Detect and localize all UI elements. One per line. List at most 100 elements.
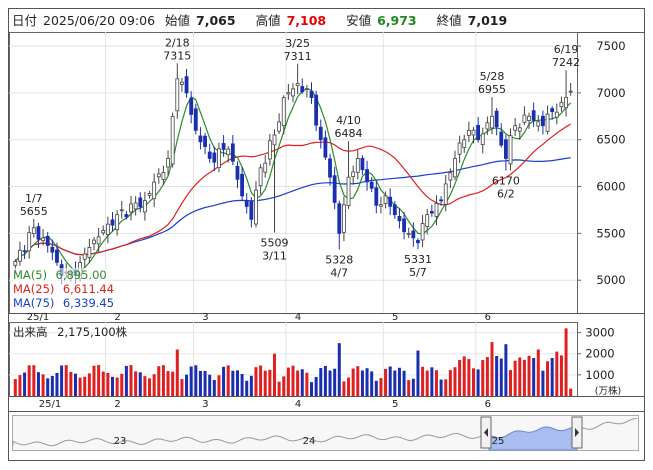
volume-bar [476, 369, 480, 396]
volume-bar [249, 375, 253, 396]
annotation-value: 6955 [478, 83, 506, 96]
candle-body [92, 239, 96, 245]
candle-body [379, 204, 383, 207]
volume-legend-label: 出来高 [13, 325, 48, 339]
volume-bar [231, 370, 235, 396]
volume-bar [185, 374, 189, 396]
candle-body [355, 158, 360, 173]
volume-bar [314, 376, 318, 396]
x-axis-label: 25/1 [27, 312, 49, 323]
candle-body [392, 204, 397, 216]
volume-bar [41, 374, 45, 396]
volume-bar [337, 343, 341, 396]
volume-bar [101, 371, 105, 396]
annotation-date: 3/25 [285, 37, 310, 50]
candle-body [115, 214, 120, 231]
volume-bar [430, 367, 434, 396]
navigator-year-label: 25 [492, 436, 505, 447]
candle-body [499, 131, 504, 146]
x-axis-label: 5 [392, 312, 398, 323]
candle-body [18, 249, 22, 262]
date-label: 日付 [12, 13, 38, 28]
volume-bar [286, 367, 290, 396]
volume-bar [97, 365, 101, 396]
volume-bar [18, 375, 22, 396]
candle-body [286, 92, 291, 95]
candle-body [161, 172, 166, 180]
candle-body [254, 189, 258, 225]
volume-bar [198, 370, 202, 396]
volume-bar [536, 349, 540, 396]
volume-bar [342, 381, 346, 396]
candle-body [272, 134, 277, 146]
volume-bar [411, 378, 415, 396]
volume-bar [333, 368, 337, 396]
candle-body [429, 211, 434, 214]
volume-bar [370, 371, 374, 396]
open-label: 始値 [165, 13, 191, 28]
volume-bar [559, 355, 563, 396]
annotation-date: 6/19 [554, 43, 579, 56]
candle-body [217, 148, 221, 169]
volume-bar [434, 370, 438, 396]
volume-bar [305, 372, 309, 396]
candle-body [369, 181, 374, 189]
volume-bar [532, 358, 536, 396]
candle-body [166, 158, 170, 168]
x-axis-label: 2 [114, 312, 120, 323]
volume-bar [416, 350, 420, 396]
candle-body [175, 78, 180, 112]
x-axis-label-volume: 3 [202, 399, 208, 410]
candle-body [304, 88, 309, 90]
candle-body [221, 143, 226, 150]
volume-bar [379, 378, 383, 396]
datetime-value: 2025/06/20 09:06 [43, 13, 156, 28]
candle-body [568, 90, 573, 93]
annotation-date: 4/7 [330, 266, 348, 279]
candle-body [295, 83, 300, 87]
candle-body [235, 165, 240, 180]
candle-body [439, 199, 444, 202]
annotation-value: 5509 [260, 237, 288, 250]
annotation-value: 5331 [404, 253, 432, 266]
annotation-date: 6/2 [497, 188, 515, 201]
candle-body [184, 76, 189, 94]
candle-body [27, 232, 32, 252]
x-axis-label: 3 [202, 312, 208, 323]
candle-body [291, 88, 295, 97]
navigator-year-label: 24 [303, 436, 316, 447]
price-tick-label: 7500 [596, 39, 625, 53]
volume-bar [83, 376, 87, 396]
volume-bar [323, 365, 327, 396]
candle-body [230, 143, 235, 162]
candle-body [263, 162, 268, 173]
volume-bar [235, 370, 239, 396]
volume-bar [115, 377, 119, 396]
volume-bar [143, 376, 147, 396]
candle-body [564, 96, 568, 109]
volume-bar [32, 365, 36, 396]
ma5-legend: MA(5) 6,895.00 [13, 268, 107, 282]
volume-bar [50, 375, 54, 396]
volume-bar [166, 371, 170, 396]
volume-bar [499, 358, 503, 396]
volume-legend: 出来高 2,175,100株 [13, 324, 127, 340]
candle-body [388, 196, 393, 207]
low-label: 安値 [346, 13, 372, 28]
candle-body [36, 226, 41, 240]
volume-bar [527, 355, 531, 396]
candle-body [31, 227, 36, 235]
volume-bar [226, 365, 230, 396]
candle-body [508, 135, 513, 165]
candle-body [332, 175, 337, 203]
candle-body [314, 94, 319, 126]
candle-body [226, 148, 231, 156]
volume-bar [55, 372, 59, 396]
candle-body [152, 181, 157, 200]
candle-body [490, 115, 494, 129]
ma75-legend-value: 6,339.45 [62, 296, 115, 310]
volume-tick-label: 1000 [585, 368, 614, 382]
candle-body [527, 115, 531, 122]
volume-bar [277, 381, 281, 396]
